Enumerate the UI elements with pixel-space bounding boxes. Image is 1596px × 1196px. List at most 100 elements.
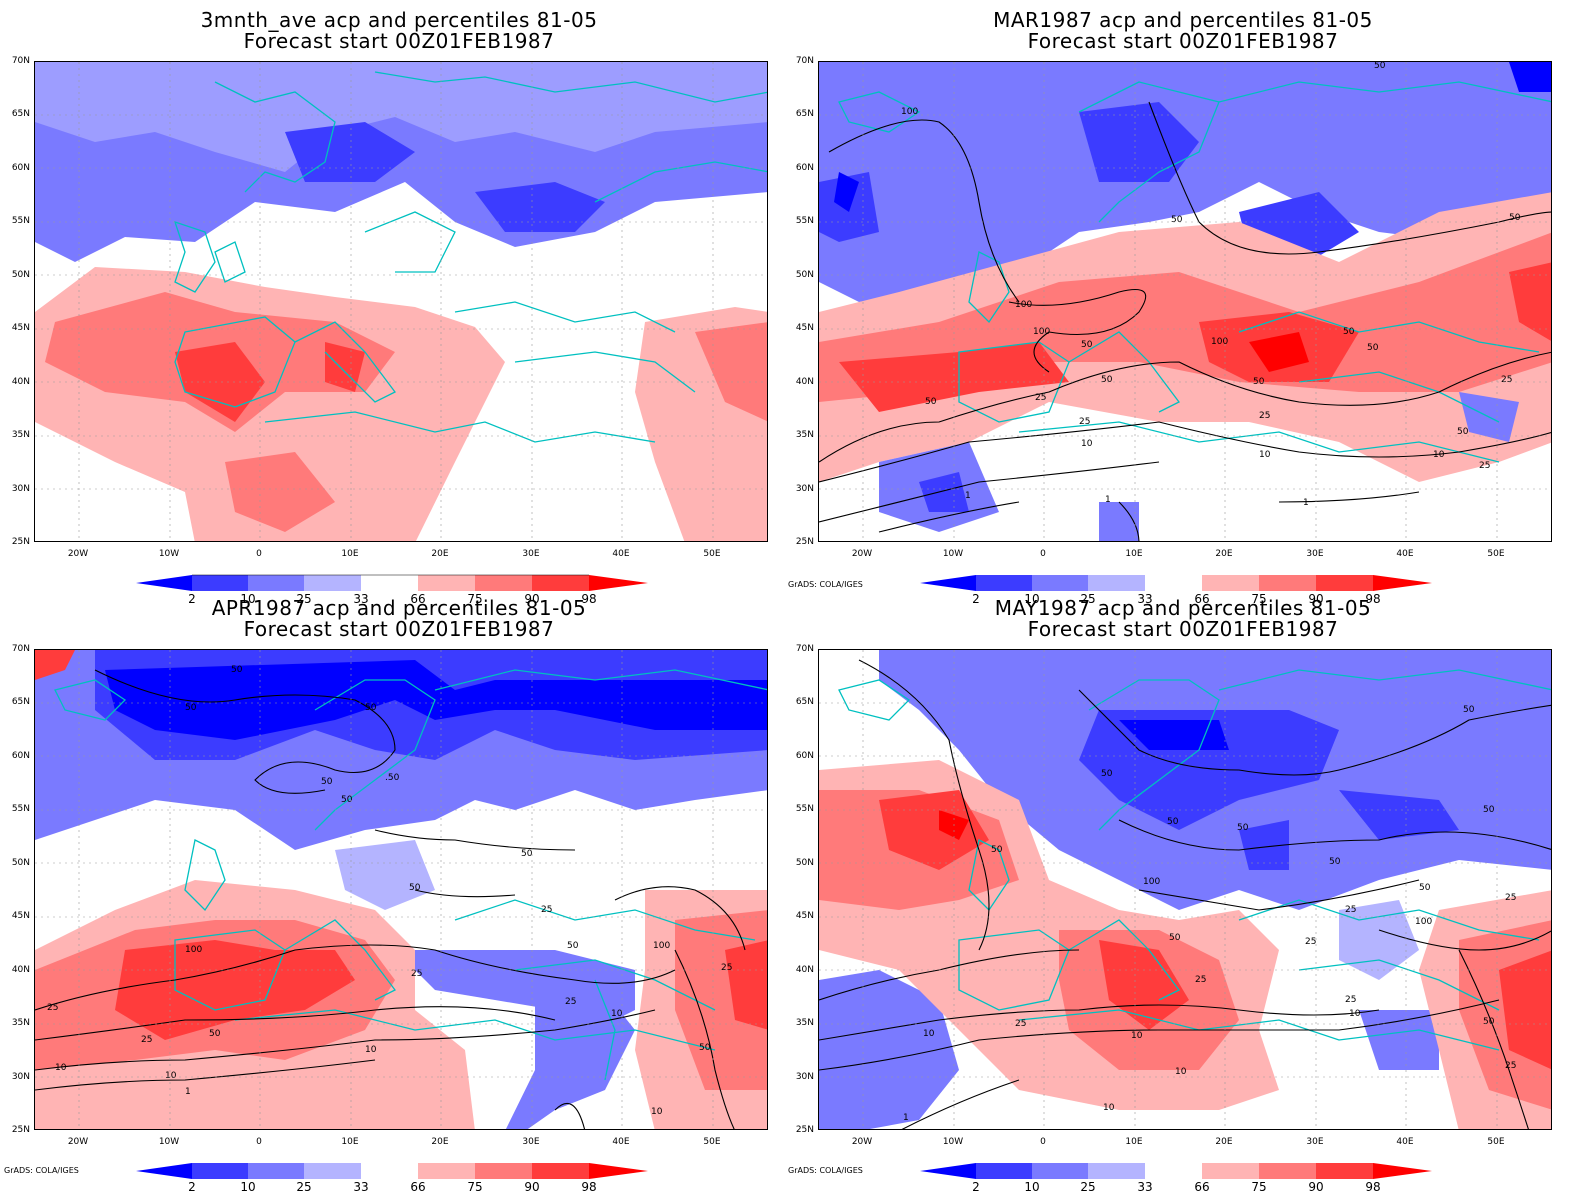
contour-label: 25 [1479, 461, 1490, 471]
colorbar-label: 75 [1251, 592, 1267, 606]
colorbar-label: 98 [581, 1180, 597, 1194]
contour-label: 25 [141, 1035, 152, 1045]
contour-label: 50 [1374, 62, 1386, 71]
contour-label: 50 [521, 849, 533, 859]
panel-title: 3mnth_ave acp and percentiles 81-05 [200, 8, 598, 32]
contour-label: 25 [1505, 893, 1516, 903]
colorbar [920, 1161, 1440, 1185]
panel-apr1987: APR1987 acp and percentiles 81-05 Foreca… [0, 588, 798, 1194]
lon-label: 50E [703, 1137, 721, 1147]
colorbar-label: 10 [240, 1180, 256, 1194]
contour-label: 25 [411, 969, 422, 979]
colorbar-label: 90 [524, 1180, 540, 1194]
lon-label: 10E [341, 1137, 359, 1147]
lon-label: 40E [612, 549, 630, 559]
contour-label: 50 [231, 665, 243, 675]
lat-label: 65N [795, 697, 814, 707]
high-percentile-region [1499, 950, 1551, 1070]
lon-label: 0 [256, 549, 262, 559]
colorbar-label: 66 [1194, 592, 1210, 606]
lon-label: 10W [942, 1137, 964, 1147]
graticule [35, 62, 767, 541]
map-area: 50 50 50 100 50 50 50 50 25 25 100 25 50… [818, 649, 1552, 1130]
low-percentile-region [1359, 1010, 1439, 1070]
panel-3month-average: 3mnth_ave acp and percentiles 81-05 Fore… [0, 0, 798, 606]
contour-label: 25 [1035, 393, 1046, 403]
lon-label: 40E [612, 1137, 630, 1147]
contour-label: 100 [1211, 337, 1228, 347]
colorbar-segment [192, 575, 248, 591]
map-canvas: 50 50 50 50 .50 50 50 25 50 100 100 25 5… [35, 650, 767, 1129]
contour-lines [819, 101, 1551, 541]
contour-label: 25 [565, 997, 576, 1007]
colorbar-segment [1202, 1163, 1259, 1179]
contour-label: 50 [321, 777, 333, 787]
panel-title: MAR1987 acp and percentiles 81-05 [993, 8, 1373, 32]
map-area: 50 100 100 100 50 50 25 50 25 10 1 1 10 … [818, 61, 1552, 542]
colorbar-svg [136, 574, 648, 591]
colorbar-segment [1032, 1163, 1088, 1179]
colorbar-segment [1259, 1163, 1316, 1179]
lat-label: 35N [795, 1018, 814, 1028]
contour-label: 10 [1349, 1009, 1361, 1019]
colorbar-label: 2 [972, 1180, 980, 1194]
low-percentile-region [35, 62, 767, 172]
colorbar-label: 33 [1137, 592, 1153, 606]
contour-label: 50 [1343, 327, 1355, 337]
lat-label: 30N [795, 1072, 814, 1082]
colorbar-segment [976, 1163, 1032, 1179]
lat-label: 60N [795, 751, 814, 761]
lon-label: 50E [1487, 1137, 1505, 1147]
lon-label: 10W [158, 1137, 180, 1147]
contour-label-group: 50 50 50 50 .50 50 50 25 50 100 100 25 5… [47, 665, 732, 1117]
lon-label: 10W [158, 549, 180, 559]
contour-label: 50 [1169, 933, 1181, 943]
colorbar-label: 10 [240, 592, 256, 606]
colorbar-segment [1145, 575, 1202, 591]
colorbar-segment [1259, 575, 1316, 591]
contour-label: 10 [1081, 439, 1093, 449]
colorbar-segment [1202, 575, 1259, 591]
colorbar-label: 98 [581, 592, 597, 606]
colorbar-segment [248, 575, 304, 591]
low-percentile-region [1099, 502, 1139, 541]
colorbar-segment [192, 1163, 248, 1179]
lat-label: 50N [11, 858, 30, 868]
lat-label: 25N [11, 1125, 30, 1135]
low-percentile-region [1509, 62, 1551, 92]
contour-label: 50 [1101, 769, 1113, 779]
colorbar-segment [1032, 575, 1088, 591]
contour-label: 10 [365, 1045, 377, 1055]
contour-label: 100 [901, 107, 918, 117]
contour-label: 50 [365, 703, 377, 713]
contour-label: 10 [1259, 450, 1271, 460]
colorbar-label: 75 [467, 592, 483, 606]
colorbar-label: 75 [467, 1180, 483, 1194]
panel-title: MAY1987 acp and percentiles 81-05 [994, 596, 1372, 620]
contour-label: 10 [651, 1107, 663, 1117]
colorbar-label: 10 [1024, 592, 1040, 606]
contour-label: 25 [1505, 1061, 1516, 1071]
lat-label: 40N [795, 965, 814, 975]
lon-label: 20W [67, 1137, 89, 1147]
colorbar-segment [248, 1163, 304, 1179]
contour-label: 1 [1303, 498, 1309, 508]
contour-label: 50 [699, 1043, 711, 1053]
colorbar-svg [136, 1163, 648, 1179]
lat-label: 65N [795, 109, 814, 119]
contour-label: 50 [1419, 883, 1431, 893]
colorbar-label: 90 [524, 592, 540, 606]
contour-label: 100 [653, 941, 670, 951]
lat-label: 30N [11, 1072, 30, 1082]
contour-label: 25 [1195, 975, 1206, 985]
colorbar-label: 25 [1080, 1180, 1096, 1194]
colorbar-segment [532, 575, 589, 591]
lat-label: 60N [795, 163, 814, 173]
contour-label: 50 [185, 703, 197, 713]
map-area: 50 50 50 50 .50 50 50 25 50 100 100 25 5… [34, 649, 768, 1130]
colorbar-label: 33 [353, 592, 369, 606]
lon-label: 10W [942, 549, 964, 559]
contour-label: 10 [1175, 1067, 1187, 1077]
lat-label: 45N [11, 911, 30, 921]
lat-label: 45N [795, 323, 814, 333]
